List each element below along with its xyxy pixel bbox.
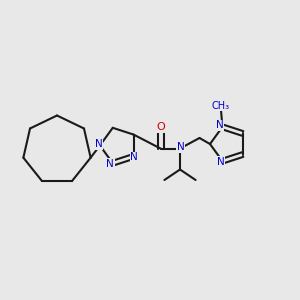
Text: N: N <box>217 157 225 167</box>
Text: O: O <box>156 122 165 133</box>
Text: N: N <box>177 142 184 152</box>
Text: N: N <box>130 152 138 162</box>
Text: N: N <box>94 139 102 149</box>
Text: N: N <box>106 159 114 169</box>
Text: CH₃: CH₃ <box>212 101 230 111</box>
Text: N: N <box>216 120 224 130</box>
